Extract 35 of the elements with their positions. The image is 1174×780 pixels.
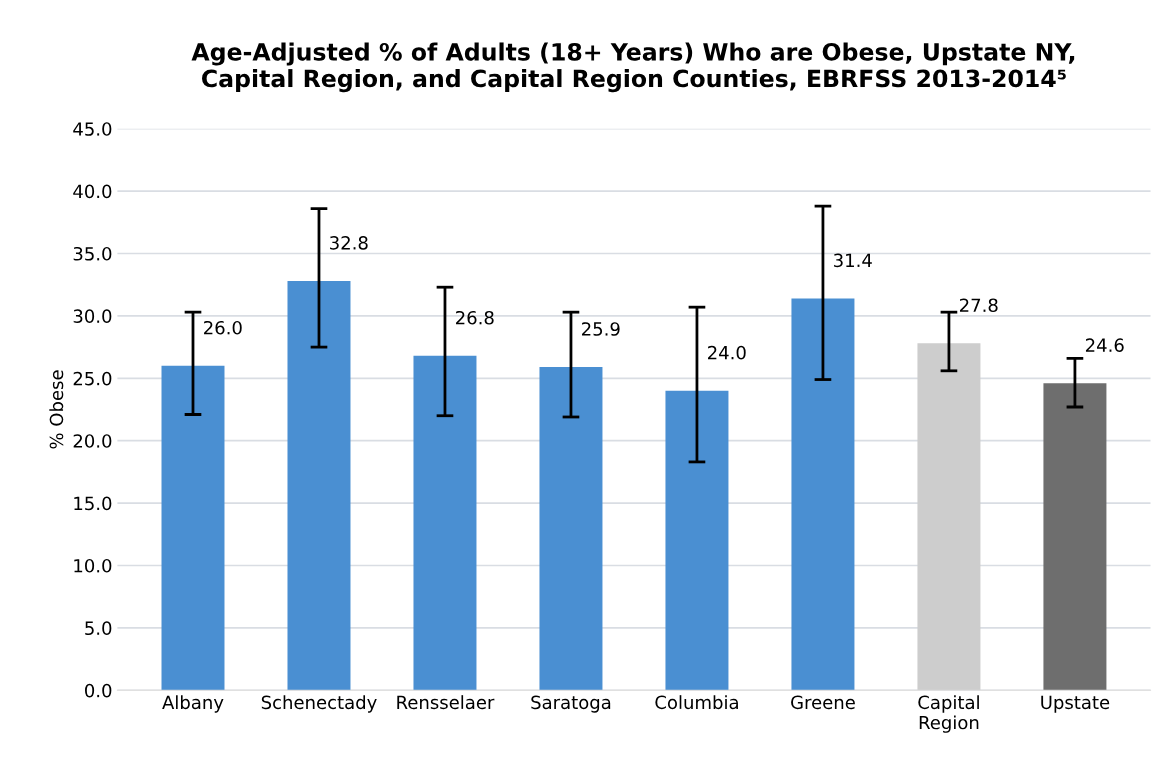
y-tick-label: 15.0 (74, 496, 112, 511)
y-axis-title: % Obese (49, 370, 64, 449)
data-label: 31.4 (834, 253, 872, 268)
x-tick-label: Upstate (1041, 695, 1110, 713)
y-tick-label: 30.0 (73, 309, 112, 324)
x-tick-label: Columbia (655, 695, 738, 710)
y-tick-label: 20.0 (73, 434, 112, 448)
bar (161, 365, 225, 691)
y-tick-label: 40.0 (73, 184, 112, 199)
data-label: 25.9 (582, 322, 620, 336)
y-tick-label: 10.0 (74, 558, 112, 573)
bar (1043, 383, 1107, 691)
data-label: 24.0 (708, 345, 746, 360)
x-tick-label: Rensselaer (397, 695, 495, 710)
y-tick-label: 35.0 (73, 246, 112, 261)
bar (665, 390, 729, 691)
data-label: 26.8 (456, 310, 494, 325)
chart-title: Age-Adjusted % of Adults (18+ Years) Who are Obese, Upstate NY, Capital Region, and Capital Region Counties, EBRFSS 2013-2014⁵ (191, 42, 1075, 93)
y-tick-label: 25.0 (73, 371, 112, 386)
x-tick-label: Albany (162, 695, 224, 713)
x-tick-label: Greene (791, 695, 855, 710)
data-label: 32.8 (330, 236, 368, 250)
data-label: 26.0 (204, 320, 242, 335)
data-label: 24.6 (1085, 338, 1124, 353)
y-tick-label: 45.0 (73, 122, 112, 136)
x-tick-label: Schenectady (261, 695, 377, 713)
bar (413, 355, 477, 691)
y-tick-label: 5.0 (85, 621, 112, 636)
x-tick-label: Saratoga (531, 695, 611, 713)
x-tick-label: Capital Region (918, 695, 979, 733)
data-label: 27.8 (959, 298, 998, 313)
bar (791, 298, 855, 691)
bar (287, 280, 351, 691)
y-tick-label: 0.0 (85, 683, 112, 698)
bar (539, 367, 603, 691)
